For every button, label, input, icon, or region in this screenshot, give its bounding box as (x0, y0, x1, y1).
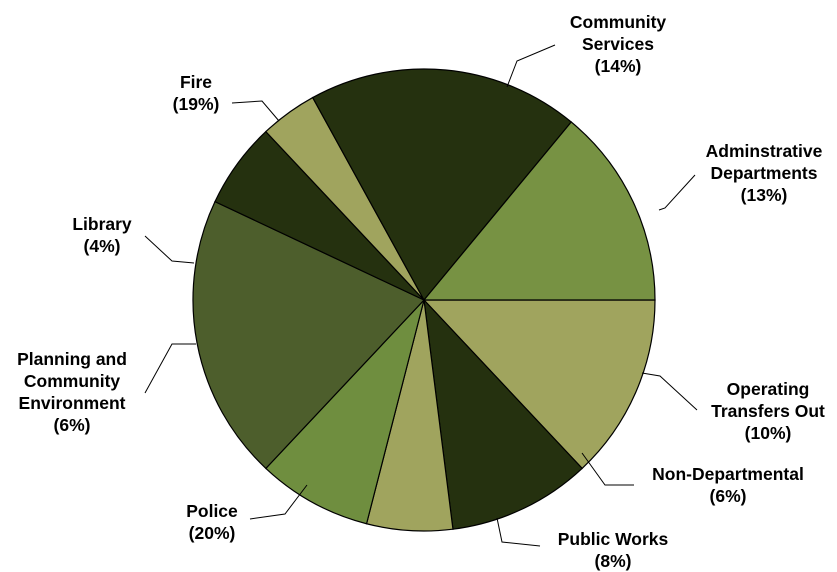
slice-percent-label: (6%) (54, 415, 91, 435)
slice-percent-label: (13%) (741, 185, 788, 205)
leader-line-community-services (506, 44, 556, 88)
slice-name-line: Police (186, 501, 238, 521)
slice-percent-label: (19%) (173, 94, 220, 114)
slice-label-operating-transfers-out: Operating Transfers Out (10%) (711, 379, 825, 443)
leader-line-library (144, 235, 195, 264)
slice-name-line: Environment (19, 393, 126, 413)
leader-line-police (249, 484, 308, 520)
slice-percent-label: (14%) (595, 56, 642, 76)
slice-name-line: Fire (180, 72, 212, 92)
slice-name-line: Planning and (17, 349, 127, 369)
slice-name-line: Departments (711, 163, 818, 183)
slice-label-non-departmental: Non-Departmental (6%) (652, 464, 804, 506)
pie-slice-public-works (265, 299, 425, 525)
pie-slice-fire (311, 68, 573, 302)
slice-percent-label: (6%) (710, 486, 747, 506)
slice-name-line: Community (24, 371, 121, 391)
slice-name-line: Library (72, 214, 132, 234)
pie-slice-police (192, 200, 426, 470)
leader-line-public-works (496, 517, 541, 547)
slice-name-line: Adminstrative (706, 141, 823, 161)
slice-label-planning-and-community-environment: Planning and Community Environment (6%) (17, 349, 127, 435)
slice-name-line: Public Works (558, 529, 669, 549)
slice-label-community-services: Community Services (14%) (570, 12, 667, 76)
slice-label-public-works: Public Works (8%) (558, 529, 669, 571)
slice-label-fire: Fire (19%) (173, 72, 220, 114)
slice-name-line: Transfers Out (711, 401, 825, 421)
pie-slice-operating-transfers-out (423, 298, 583, 530)
slice-name-line: Services (582, 34, 654, 54)
slice-name-line: Operating (727, 379, 810, 399)
slice-label-adminstrative-departments: Adminstrative Departments (13%) (706, 141, 823, 205)
slice-label-library: Library (4%) (72, 214, 132, 256)
slice-percent-label: (10%) (745, 423, 792, 443)
slice-label-police: Police (20%) (186, 501, 238, 543)
pie-slice-adminstrative-departments (422, 299, 656, 470)
slice-name-line: Community (570, 12, 667, 32)
leader-line-operating-transfers-out (641, 372, 698, 411)
leader-line-adminstrative-departments (658, 174, 696, 211)
leader-line-non-departmental (581, 452, 634, 486)
slice-name-line: Non-Departmental (652, 464, 804, 484)
leader-line-fire (231, 100, 280, 122)
leader-line-planning-and-community-environment (144, 343, 196, 394)
pie-slice-community-services (422, 121, 656, 301)
slice-percent-label: (20%) (189, 523, 236, 543)
slice-percent-label: (8%) (595, 551, 632, 571)
slice-percent-label: (4%) (84, 236, 121, 256)
